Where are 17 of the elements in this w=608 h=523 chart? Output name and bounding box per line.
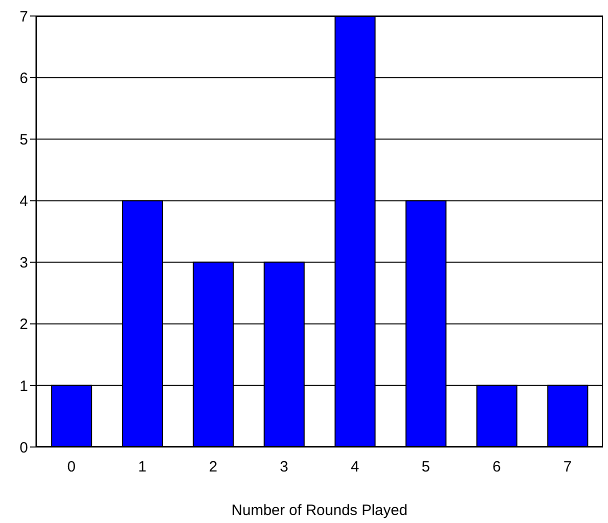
y-tick-label: 3 (20, 254, 28, 272)
y-tick-label: 2 (20, 316, 28, 334)
x-tick-label: 4 (350, 458, 360, 476)
x-tick-label: 1 (138, 458, 146, 476)
y-tick-label: 0 (20, 439, 28, 456)
y-tick-label: 7 (20, 8, 28, 26)
y-tick-label: 6 (20, 70, 28, 87)
y-tick-label: 5 (20, 131, 28, 148)
y-tick-label: 1 (20, 378, 28, 395)
x-tick-label: 3 (280, 458, 288, 476)
x-tick-label: 2 (209, 458, 218, 476)
x-tick-label: 0 (67, 458, 76, 476)
y-tick-label: 4 (20, 193, 28, 210)
x-tick-label: 5 (422, 458, 430, 476)
x-tick-label: 7 (563, 458, 572, 476)
x-axis-title: Number of Rounds Played (232, 502, 408, 519)
x-tick-label: 6 (492, 458, 501, 476)
